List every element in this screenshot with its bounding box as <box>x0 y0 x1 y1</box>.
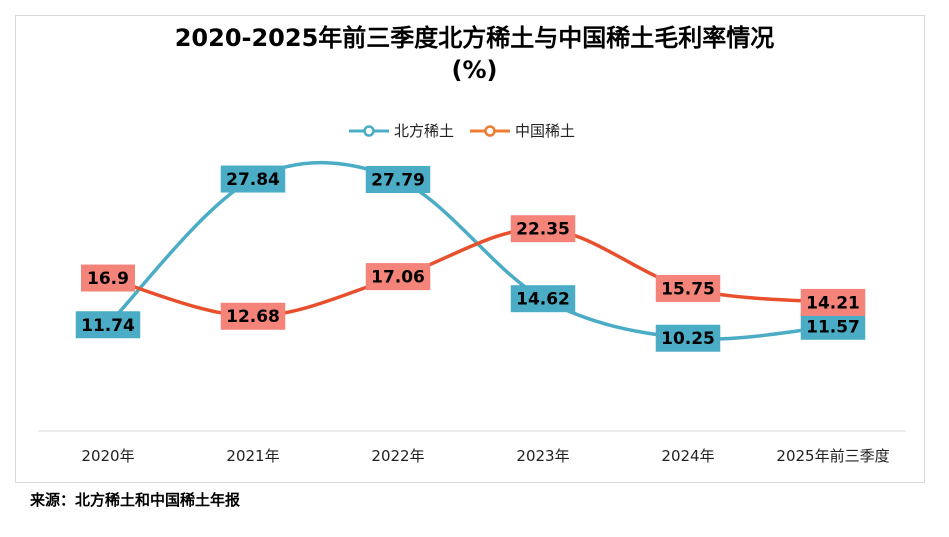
series-line-china-rare-earth <box>106 226 835 318</box>
data-label: 27.79 <box>365 166 431 194</box>
legend-item: 中国稀土 <box>470 122 575 140</box>
data-label: 16.9 <box>81 264 135 292</box>
data-label-box <box>800 288 866 316</box>
data-label-box <box>800 312 866 340</box>
data-label-box <box>510 285 576 313</box>
legend-label: 中国稀土 <box>515 122 575 140</box>
data-label-text: 27.84 <box>226 170 280 190</box>
data-label-text: 14.62 <box>516 290 570 310</box>
legend-label: 北方稀土 <box>394 122 454 140</box>
data-label: 12.68 <box>220 302 286 330</box>
chart-title-unit: (%) <box>451 56 498 84</box>
data-label-text: 27.79 <box>371 171 425 191</box>
data-label: 11.57 <box>800 312 866 340</box>
data-label-box <box>510 215 576 243</box>
data-label: 11.74 <box>75 311 141 339</box>
data-label-text: 16.9 <box>87 269 129 289</box>
data-label-text: 17.06 <box>371 268 425 288</box>
x-tick-label: 2024年 <box>661 447 714 465</box>
data-label-box <box>75 311 141 339</box>
data-label: 15.75 <box>655 274 721 302</box>
data-label-text: 15.75 <box>661 279 715 299</box>
data-label-box <box>220 302 286 330</box>
chart-title: 2020-2025年前三季度北方稀土与中国稀土毛利率情况 (%) <box>0 22 949 86</box>
legend-marker <box>363 125 375 137</box>
source-note: 来源：北方稀土和中国稀土年报 <box>30 491 241 509</box>
data-label-box <box>365 263 431 291</box>
data-label-box <box>220 165 286 193</box>
data-label-box <box>81 264 135 292</box>
data-label: 22.35 <box>510 215 576 243</box>
data-label: 27.84 <box>220 165 286 193</box>
data-label-text: 11.74 <box>81 316 135 336</box>
data-label-box <box>365 166 431 194</box>
data-label: 14.62 <box>510 285 576 313</box>
chart-frame <box>15 15 925 483</box>
data-label-box <box>655 324 721 352</box>
data-label-text: 12.68 <box>226 307 280 327</box>
chart-title-main: 2020-2025年前三季度北方稀土与中国稀土毛利率情况 <box>174 24 775 52</box>
data-label-text: 11.57 <box>806 317 860 337</box>
data-label: 14.21 <box>800 288 866 316</box>
data-label-box <box>655 274 721 302</box>
data-label-text: 14.21 <box>806 293 860 313</box>
data-label-text: 10.25 <box>661 329 715 349</box>
x-tick-label: 2021年 <box>226 447 279 465</box>
data-label-text: 22.35 <box>516 220 570 240</box>
data-label: 10.25 <box>655 324 721 352</box>
x-tick-label: 2020年 <box>81 447 134 465</box>
legend-marker <box>484 125 496 137</box>
x-tick-label: 2023年 <box>516 447 569 465</box>
x-tick-label: 2025年前三季度 <box>776 447 889 465</box>
data-label: 17.06 <box>365 263 431 291</box>
x-tick-label: 2022年 <box>371 447 424 465</box>
legend-item: 北方稀土 <box>349 122 454 140</box>
